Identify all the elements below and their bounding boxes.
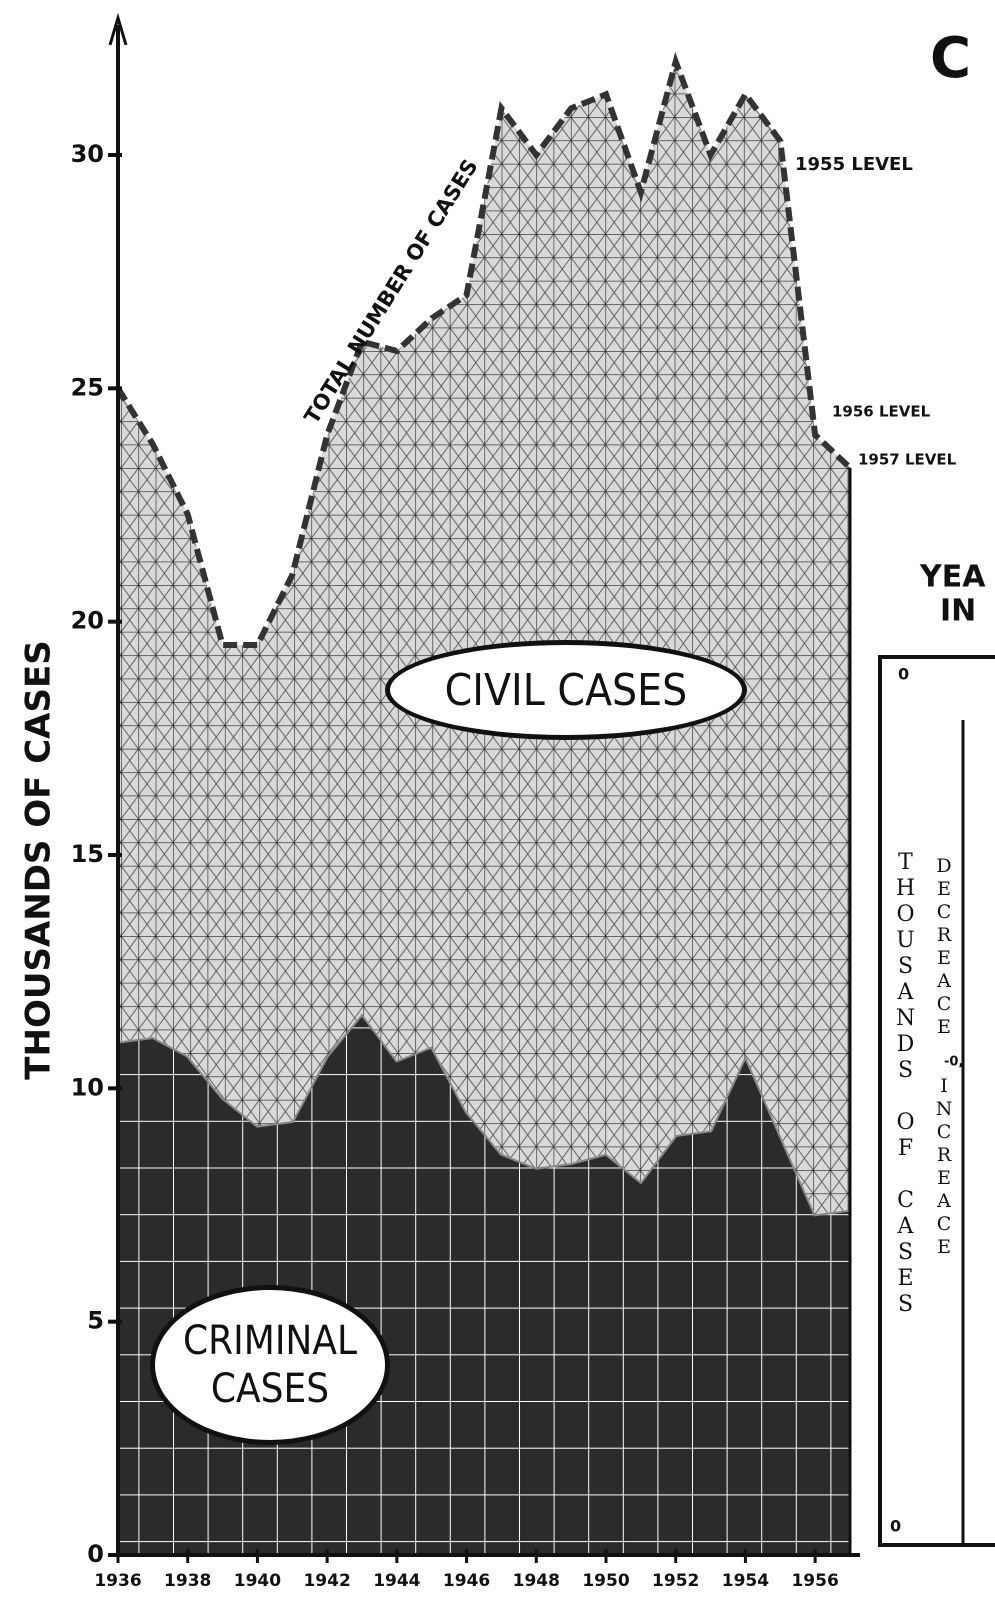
axis-arrow: [108, 12, 128, 46]
y-tick-label: 0: [87, 1540, 104, 1568]
x-tick-label: 1948: [513, 1571, 560, 1591]
inset-tick: -0,: [944, 1055, 963, 1070]
x-tick-label: 1938: [164, 1571, 211, 1591]
side-text: YEA: [919, 560, 986, 595]
y-tick-label: 30: [71, 140, 104, 168]
x-tick-label: 1940: [234, 1571, 281, 1591]
inset-y-title: THOUSANDS OF CASES: [893, 850, 918, 1318]
side-text: IN: [940, 594, 976, 629]
y-tick-label: 5: [87, 1307, 104, 1335]
y-tick-label: 25: [71, 373, 104, 401]
x-tick-label: 1946: [443, 1571, 490, 1591]
y-tick-label: 20: [71, 607, 104, 635]
y-tick-label: 15: [71, 840, 104, 868]
y-tick-label: 10: [71, 1073, 104, 1101]
annotation: 1956 LEVEL: [832, 403, 931, 421]
area-fill: [118, 61, 850, 1215]
x-tick-label: 1944: [373, 1571, 420, 1591]
annotation: 1957 LEVEL: [858, 451, 957, 469]
y-axis-title: THOUSANDS OF CASES: [19, 640, 59, 1079]
series-label: CIVIL CASES: [385, 640, 747, 740]
inset-label: INCREACE: [933, 1075, 955, 1259]
series-label: CRIMINAL CASES: [150, 1285, 390, 1445]
x-tick-label: 1952: [652, 1571, 699, 1591]
x-tick-label: 1954: [722, 1571, 769, 1591]
x-tick-label: 1950: [582, 1571, 629, 1591]
x-tick-label: 1956: [791, 1571, 838, 1591]
inset-label: DECREACE: [933, 855, 955, 1039]
x-tick-label: 1942: [303, 1571, 350, 1591]
plot: 0 5 10 15 20 25 30 1936 1938 1940 1942 1944 1946 1948…: [71, 12, 860, 1591]
inset-frame: [878, 655, 995, 1547]
annotation: 1955 LEVEL: [795, 154, 913, 175]
inset-corner: 0: [898, 665, 909, 684]
inset-corner: 0: [890, 1517, 901, 1536]
title: C: [930, 26, 971, 91]
x-tick-label: 1936: [94, 1571, 141, 1591]
